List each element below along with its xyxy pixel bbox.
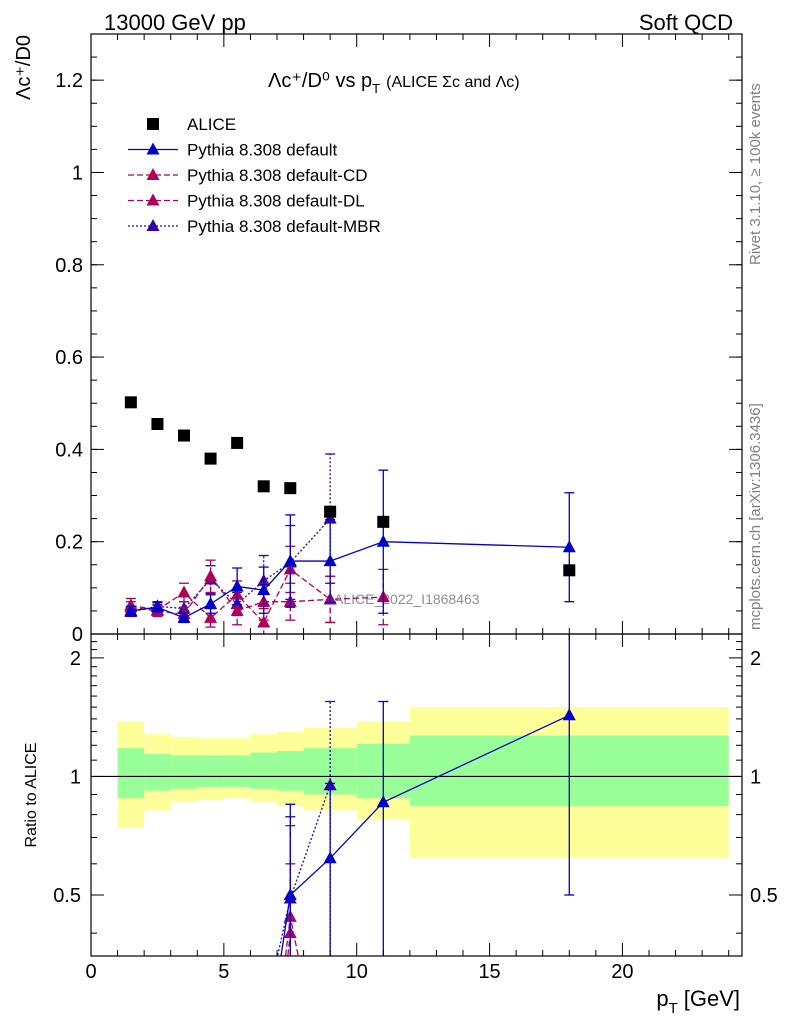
legend-label: Pythia 8.308 default-CD — [187, 166, 368, 185]
ratio-point-default — [376, 795, 390, 808]
series-line-default — [130, 541, 570, 619]
legend-label: Pythia 8.308 default — [187, 141, 338, 160]
band-green — [144, 754, 171, 791]
point-alice — [231, 436, 244, 449]
point-default — [150, 600, 164, 613]
top-y-ticks: 0 0.2 0.4 0.6 0.8 1 1.2 — [55, 33, 742, 646]
ratio-series-layer — [276, 634, 576, 956]
band-green — [197, 755, 224, 788]
analysis-watermark: ALICE_2022_I1868463 — [334, 591, 480, 607]
point-alice — [257, 480, 270, 493]
point-dl — [204, 569, 218, 582]
point-cd — [257, 615, 271, 628]
ratio-y-axis-title: Ratio to ALICE — [23, 743, 40, 848]
ratio-panel: 0.5 0.51 12 20 5 10 15 20 Ratio to ALICE pT [GeV… — [23, 633, 778, 1017]
ratio-line-mbr — [276, 785, 331, 956]
band-green — [117, 748, 145, 799]
x-axis-title: pT [GeV] — [656, 986, 740, 1017]
band-green — [277, 751, 304, 791]
point-dl — [230, 603, 244, 616]
ratio-ticks: 0.5 0.51 12 20 5 10 15 20 — [53, 634, 778, 983]
rivet-label: Rivet 3.1.10, ≥ 100k events — [747, 83, 764, 265]
y-tick-label: 0.2 — [55, 532, 83, 554]
ratio-point-default — [562, 708, 576, 721]
y-tick-label: 0.4 — [55, 439, 83, 461]
ratio-y-tick-label-right: 1 — [750, 766, 761, 788]
energy-label: 13000 GeV pp — [104, 10, 246, 35]
legend-marker-default — [146, 142, 160, 155]
point-alice — [324, 505, 337, 518]
top-series-layer — [124, 396, 576, 634]
point-alice — [204, 452, 217, 465]
ratio-frame — [90, 633, 743, 957]
ratio-y-tick-label: 2 — [70, 648, 81, 670]
y-tick-label: 0.8 — [55, 255, 83, 277]
legend-marker-cd — [146, 168, 160, 180]
point-default — [230, 579, 244, 592]
legend: ALICE Pythia 8.308 default Pythia 8.308 de… — [128, 115, 381, 236]
point-cd — [177, 585, 191, 598]
y-tick-label: 0 — [72, 624, 83, 646]
y-tick-label: 0.6 — [55, 347, 83, 369]
ratio-point-default — [323, 851, 337, 864]
ratio-point-default — [283, 887, 297, 900]
legend-label: ALICE — [187, 115, 236, 134]
ratio-y-tick-label-right: 2 — [750, 648, 761, 670]
point-alice — [124, 396, 137, 409]
y-tick-label: 1.2 — [55, 70, 83, 92]
point-default — [283, 554, 297, 567]
series-line-cd — [130, 568, 331, 624]
point-alice — [563, 564, 576, 577]
main-panel: Λc⁺/D⁰ vs pT (ALICE Σc and Λc) Λc⁺/D0 ALI… — [13, 33, 743, 646]
x-tick-label: 0 — [85, 961, 96, 983]
legend-label: Pythia 8.308 default-MBR — [187, 217, 381, 236]
legend-marker-mbr — [146, 219, 160, 231]
point-default — [323, 554, 337, 567]
ratio-y-tick-label: 1 — [70, 766, 81, 788]
x-tick-label: 15 — [478, 961, 500, 983]
x-tick-label: 20 — [611, 961, 633, 983]
uncertainty-bands — [91, 707, 742, 859]
legend-marker-dl — [146, 193, 160, 206]
ratio-line-dl — [287, 933, 291, 956]
point-alice — [284, 482, 297, 495]
ratio-y-tick-label-right: 0.5 — [750, 885, 778, 907]
y-tick-label: 1 — [72, 162, 83, 184]
point-alice — [377, 515, 390, 528]
x-tick-label: 5 — [218, 961, 229, 983]
point-default — [204, 597, 218, 609]
band-green — [223, 755, 251, 788]
x-tick-label: 10 — [346, 961, 368, 983]
band-green — [170, 755, 198, 789]
point-default — [257, 583, 271, 596]
ratio-y-tick-label: 0.5 — [53, 885, 81, 907]
legend-label: Pythia 8.308 default-DL — [187, 192, 365, 211]
point-cd — [204, 610, 218, 623]
point-default — [124, 603, 138, 616]
mcplots-label: mcplots.cern.ch [arXiv:1306.3436] — [747, 403, 764, 630]
y-axis-title: Λc⁺/D0 — [13, 35, 35, 100]
plot-title: Λc⁺/D⁰ vs pT (ALICE Σc and Λc) — [268, 70, 520, 96]
series-line-mbr — [130, 518, 331, 613]
process-label: Soft QCD — [639, 10, 733, 35]
point-alice — [178, 429, 190, 442]
point-default — [177, 610, 191, 623]
legend-marker-alice — [147, 118, 159, 130]
point-alice — [151, 418, 164, 430]
point-default — [376, 534, 390, 547]
point-default — [562, 540, 576, 553]
band-green — [250, 752, 277, 789]
